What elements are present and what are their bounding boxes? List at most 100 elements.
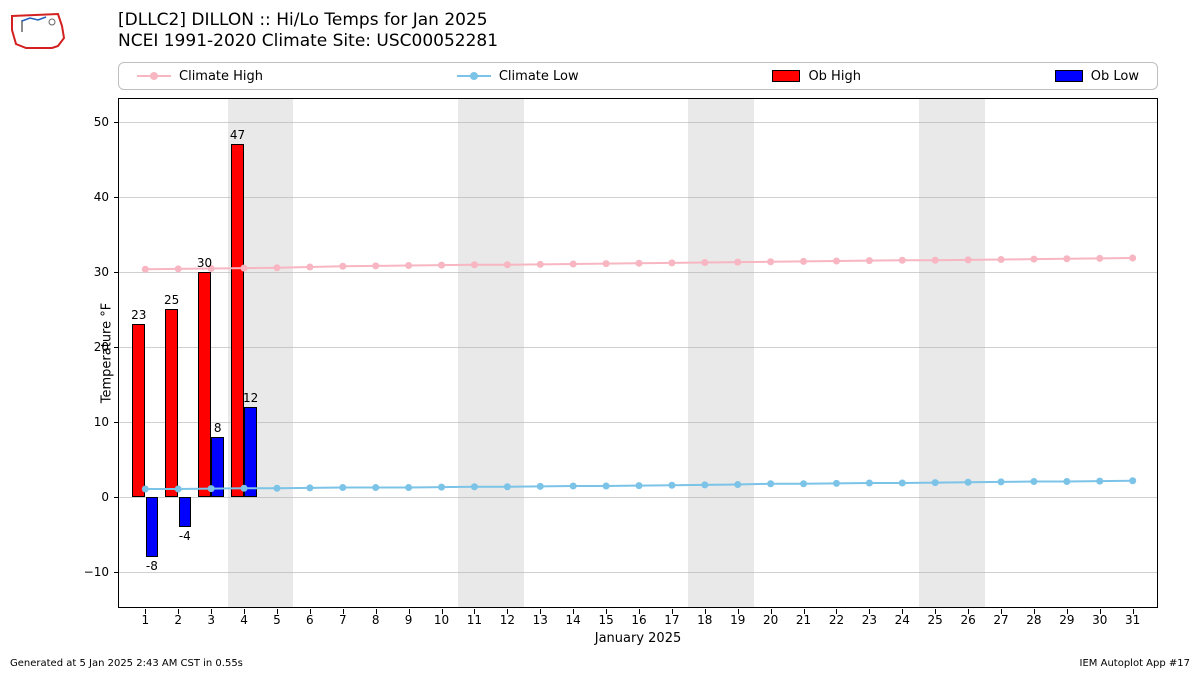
climate-high-marker xyxy=(1030,256,1037,263)
xtick-label: 29 xyxy=(1059,613,1074,627)
xtick-label: 25 xyxy=(928,613,943,627)
xtick-label: 1 xyxy=(142,613,150,627)
xtick-label: 23 xyxy=(862,613,877,627)
xtick-label: 20 xyxy=(763,613,778,627)
xtick-label: 6 xyxy=(306,613,314,627)
xtick-label: 18 xyxy=(697,613,712,627)
legend: Climate High Climate Low Ob High Ob Low xyxy=(118,62,1158,90)
climate-low-marker xyxy=(932,479,939,486)
xtick-label: 8 xyxy=(372,613,380,627)
climate-low-marker xyxy=(701,481,708,488)
climate-high-marker xyxy=(306,264,313,271)
xtick-label: 10 xyxy=(434,613,449,627)
climate-high-marker xyxy=(175,265,182,272)
climate-low-marker xyxy=(306,484,313,491)
climate-high-marker xyxy=(405,262,412,269)
ytick-label: 50 xyxy=(69,115,109,129)
climate-high-marker xyxy=(339,263,346,270)
climate-high-marker xyxy=(1063,255,1070,262)
xtick-label: 5 xyxy=(273,613,281,627)
climate-high-marker xyxy=(998,256,1005,263)
xtick-label: 11 xyxy=(467,613,482,627)
xtick-label: 2 xyxy=(174,613,182,627)
plot-area: Temperature °F January 2025 −10010203040… xyxy=(118,98,1158,608)
legend-swatch-ob-low xyxy=(1055,70,1083,82)
xtick-label: 13 xyxy=(533,613,548,627)
climate-high-marker xyxy=(767,258,774,265)
ob-high-bar-label: 30 xyxy=(197,256,212,270)
climate-high-marker xyxy=(965,256,972,263)
xtick-label: 12 xyxy=(500,613,515,627)
legend-swatch-ob-high xyxy=(772,70,800,82)
climate-high-marker xyxy=(701,259,708,266)
climate-low-marker xyxy=(241,485,248,492)
legend-climate-high: Climate High xyxy=(137,69,263,84)
xtick-label: 17 xyxy=(664,613,679,627)
ytick-label: 30 xyxy=(69,265,109,279)
x-axis-label: January 2025 xyxy=(595,631,682,646)
legend-ob-high: Ob High xyxy=(772,69,861,84)
climate-low-marker xyxy=(504,483,511,490)
legend-label-ob-low: Ob Low xyxy=(1091,69,1139,84)
climate-low-marker xyxy=(175,486,182,493)
climate-low-marker xyxy=(833,480,840,487)
climate-low-marker xyxy=(339,484,346,491)
climate-low-marker xyxy=(734,481,741,488)
xtick-label: 9 xyxy=(405,613,413,627)
legend-label-climate-low: Climate Low xyxy=(499,69,579,84)
climate-high-marker xyxy=(603,260,610,267)
xtick-label: 28 xyxy=(1026,613,1041,627)
climate-low-marker xyxy=(668,482,675,489)
xtick-label: 16 xyxy=(631,613,646,627)
climate-low-marker xyxy=(537,483,544,490)
ytick-label: −10 xyxy=(69,565,109,579)
climate-high-marker xyxy=(372,262,379,269)
climate-low-marker xyxy=(405,484,412,491)
ob-low-bar-label: -8 xyxy=(146,559,158,573)
legend-climate-low: Climate Low xyxy=(457,69,579,84)
climate-high-marker xyxy=(438,262,445,269)
climate-low-marker xyxy=(1030,478,1037,485)
climate-high-marker xyxy=(471,261,478,268)
climate-high-marker xyxy=(1096,255,1103,262)
climate-high-marker xyxy=(570,261,577,268)
climate-low-marker xyxy=(636,482,643,489)
climate-low-marker xyxy=(208,485,215,492)
ytick-mark xyxy=(114,197,119,198)
climate-high-marker xyxy=(142,266,149,273)
climate-high-marker xyxy=(866,257,873,264)
climate-low-marker xyxy=(570,483,577,490)
ytick-mark xyxy=(114,347,119,348)
legend-ob-low: Ob Low xyxy=(1055,69,1139,84)
climate-low-marker xyxy=(965,479,972,486)
legend-label-ob-high: Ob High xyxy=(808,69,861,84)
climate-high-marker xyxy=(537,261,544,268)
ytick-label: 10 xyxy=(69,415,109,429)
iem-logo xyxy=(8,8,68,53)
climate-high-marker xyxy=(668,259,675,266)
ob-low-bar-label: 12 xyxy=(243,391,258,405)
climate-high-marker xyxy=(734,259,741,266)
ob-high-bar-label: 47 xyxy=(230,128,245,142)
climate-low-marker xyxy=(1063,478,1070,485)
ob-low-bar-label: -4 xyxy=(179,529,191,543)
ob-high-bar-label: 25 xyxy=(164,293,179,307)
climate-high-marker xyxy=(899,257,906,264)
xtick-label: 3 xyxy=(207,613,215,627)
climate-low-marker xyxy=(603,483,610,490)
climate-low-marker xyxy=(800,480,807,487)
climate-low-marker xyxy=(899,480,906,487)
climate-low-marker xyxy=(273,485,280,492)
climate-high-marker xyxy=(932,257,939,264)
climate-high-marker xyxy=(504,261,511,268)
climate-high-marker xyxy=(1129,255,1136,262)
ob-high-bar-label: 23 xyxy=(131,308,146,322)
chart-title: [DLLC2] DILLON :: Hi/Lo Temps for Jan 20… xyxy=(118,10,498,53)
legend-label-climate-high: Climate High xyxy=(179,69,263,84)
xtick-label: 31 xyxy=(1125,613,1140,627)
xtick-label: 4 xyxy=(240,613,248,627)
climate-low-marker xyxy=(471,483,478,490)
ytick-mark xyxy=(114,497,119,498)
ytick-mark xyxy=(114,272,119,273)
footer-app: IEM Autoplot App #17 xyxy=(1080,658,1190,669)
